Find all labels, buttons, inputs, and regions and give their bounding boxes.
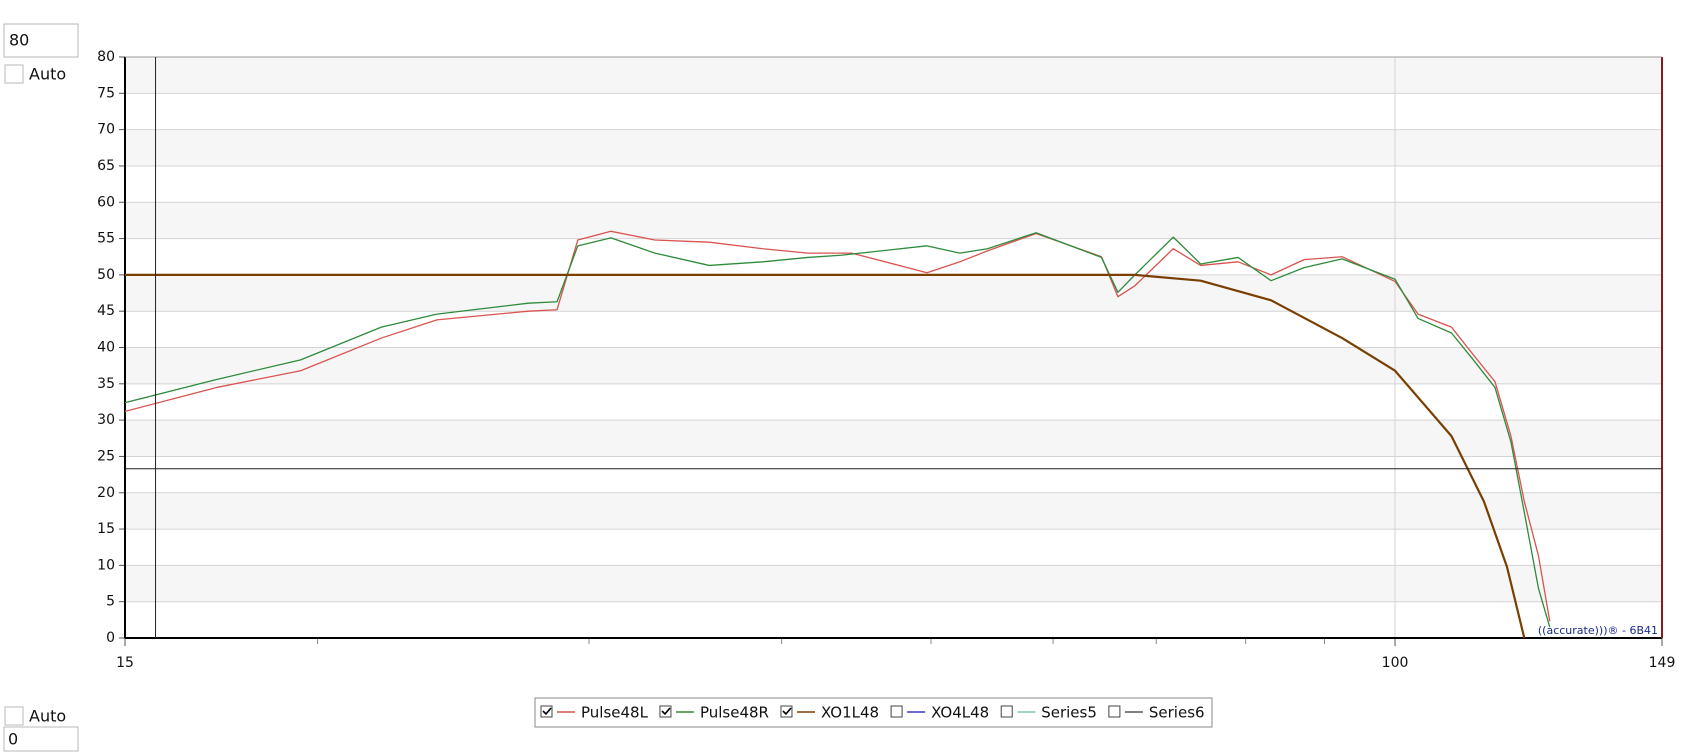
legend-checkmark	[782, 707, 792, 716]
legend-label: Pulse48R	[700, 704, 769, 722]
y-tick-label: 65	[97, 158, 115, 174]
legend-checkmark	[661, 707, 671, 716]
y-auto-label: Auto	[29, 65, 66, 84]
series-line	[125, 273, 1526, 639]
x-auto-label: Auto	[29, 707, 66, 726]
y-auto-checkbox[interactable]	[4, 64, 24, 84]
y-tick-label: 75	[97, 85, 115, 101]
series-line	[124, 232, 1551, 628]
y-tick-label: 25	[97, 448, 115, 464]
legend-label: Pulse48L	[581, 704, 649, 722]
y-tick-label: 10	[97, 557, 115, 573]
y-tick-label: 80	[97, 49, 115, 65]
y-tick-label: 55	[97, 231, 115, 247]
y-tick-label: 35	[97, 376, 115, 392]
x-min-value: 0	[8, 730, 18, 749]
y-max-input[interactable]	[3, 23, 79, 58]
band	[125, 420, 1662, 457]
band	[125, 565, 1662, 602]
band	[125, 347, 1662, 384]
x-tick-label: 15	[116, 655, 134, 671]
y-tick-label: 30	[97, 412, 115, 428]
band	[125, 57, 1662, 94]
y-tick-label: 5	[106, 594, 115, 610]
legend-checkbox[interactable]	[659, 705, 672, 718]
legend-label: Series5	[1041, 704, 1097, 722]
legend-checkbox[interactable]	[540, 705, 553, 718]
legend-checkbox[interactable]	[780, 705, 793, 718]
band	[125, 129, 1662, 166]
legend-checkmark	[542, 707, 552, 716]
y-tick-label: 60	[97, 194, 115, 210]
legend	[534, 697, 1213, 728]
y-max-value: 80	[9, 31, 29, 50]
legend-checkbox[interactable]	[1000, 705, 1013, 718]
watermark: ((accurate)))® - 6B41	[1538, 624, 1658, 637]
y-tick-label: 15	[97, 521, 115, 537]
legend-label: XO1L48	[821, 704, 879, 722]
x-auto-checkbox[interactable]	[4, 706, 24, 726]
y-tick-label: 70	[97, 122, 115, 138]
legend-label: Series6	[1149, 704, 1205, 722]
x-tick-label: 149	[1649, 655, 1676, 671]
y-tick-label: 50	[97, 267, 115, 283]
x-tick-label: 100	[1382, 655, 1409, 671]
y-tick-label: 45	[97, 303, 115, 319]
y-tick-label: 40	[97, 340, 115, 356]
y-tick-label: 20	[97, 485, 115, 501]
legend-label: XO4L48	[931, 704, 989, 722]
legend-checkbox[interactable]	[1108, 705, 1121, 718]
band	[125, 202, 1662, 239]
y-tick-label: 0	[106, 630, 115, 646]
band	[125, 274, 1662, 312]
band	[125, 492, 1662, 530]
legend-checkbox[interactable]	[890, 705, 903, 718]
x-min-input[interactable]	[3, 726, 79, 752]
